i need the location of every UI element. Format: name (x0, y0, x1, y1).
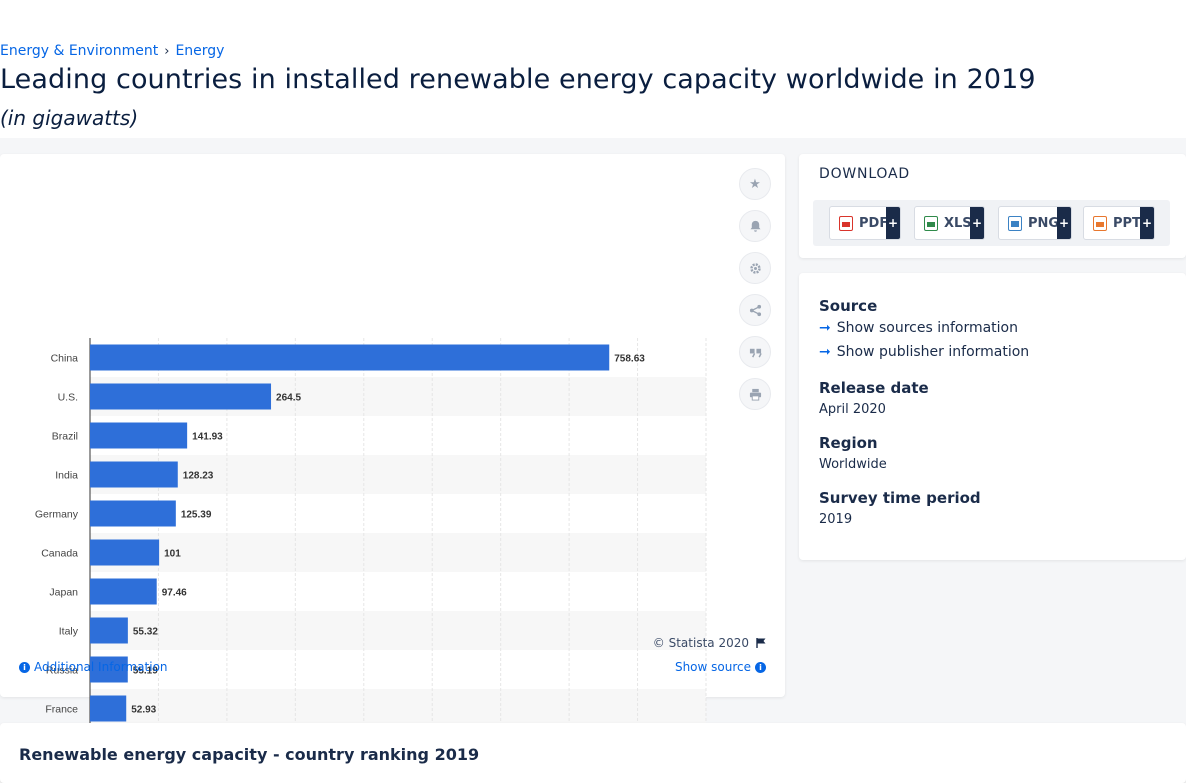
value-label: 97.46 (162, 588, 187, 599)
page-title: Leading countries in installed renewable… (0, 64, 1036, 95)
show-publisher-label: Show publisher information (836, 344, 1030, 360)
bar-brazil (90, 422, 188, 449)
ppt-file-icon (1093, 215, 1107, 231)
copyright-text: © Statista 2020 (652, 636, 749, 650)
row-band (90, 533, 706, 572)
row-band (90, 455, 706, 494)
info-icon: i (19, 661, 30, 673)
row-band (90, 611, 706, 650)
value-label: 101 (164, 549, 181, 560)
source-label: Source (819, 297, 878, 315)
bar-india (90, 461, 178, 488)
download-ppt-label: PPT (1113, 215, 1141, 231)
category-label: U.S. (58, 392, 78, 404)
download-ppt-button[interactable]: PPT + (1083, 206, 1155, 240)
xls-file-icon (924, 215, 938, 231)
bar-france (90, 695, 127, 722)
related-card: Renewable energy capacity - country rank… (0, 723, 1186, 783)
arrow-right-icon: ➞ (819, 320, 831, 336)
bell-icon[interactable] (739, 210, 771, 242)
bar-japan (90, 578, 157, 605)
category-label: France (45, 704, 78, 716)
bar-chart: 0100200300400500600700800900China758.63U… (35, 338, 715, 767)
release-date-value: April 2020 (819, 402, 886, 417)
plus-icon: + (1057, 207, 1071, 239)
bar-germany (90, 500, 176, 527)
related-title: Renewable energy capacity - country rank… (19, 745, 480, 764)
release-date-label: Release date (819, 379, 929, 397)
value-label: 125.39 (181, 510, 212, 521)
statistic-details-card: Source ➞ Show sources information ➞ Show… (799, 273, 1186, 560)
info-icon: i (755, 661, 766, 673)
chart-tools: ★ (739, 168, 771, 410)
download-pdf-button[interactable]: PDF + (829, 206, 901, 240)
category-label: India (55, 470, 78, 482)
download-png-button[interactable]: PNG + (998, 206, 1072, 240)
survey-period-value: 2019 (819, 512, 853, 527)
value-label: 141.93 (192, 432, 223, 443)
print-icon[interactable] (739, 378, 771, 410)
category-label: Germany (35, 509, 79, 521)
download-buttons: PDF + XLS + PNG + PPT + (813, 200, 1170, 246)
category-label: Russia (46, 665, 78, 677)
flag-icon[interactable] (755, 637, 767, 649)
copyright: © Statista 2020 (653, 636, 767, 650)
value-label: 52.93 (131, 705, 156, 716)
bar-canada (90, 539, 160, 566)
plus-icon: + (970, 207, 984, 239)
value-label: 55.19 (133, 666, 158, 677)
category-label: Japan (49, 587, 78, 599)
row-band (90, 689, 706, 728)
breadcrumb-item-energy[interactable]: Energy (175, 43, 225, 59)
chart-card: 0100200300400500600700800900China758.63U… (0, 154, 785, 767)
bar-china (90, 344, 610, 371)
download-card: DOWNLOAD PDF + XLS + PNG + PPT + (799, 154, 1186, 258)
download-xls-button[interactable]: XLS + (914, 206, 985, 240)
bar-russia (90, 656, 128, 683)
bar-italy (90, 617, 128, 644)
download-png-label: PNG (1028, 215, 1060, 231)
category-label: Italy (59, 626, 79, 638)
bar-us (90, 383, 272, 410)
value-label: 128.23 (183, 471, 214, 482)
category-label: Canada (41, 548, 78, 560)
gear-icon[interactable] (739, 252, 771, 284)
value-label: 264.5 (276, 393, 301, 404)
page-subtitle: (in gigawatts) (0, 106, 139, 130)
additional-information-label: Additional Information (34, 660, 168, 674)
show-publisher-link[interactable]: ➞ Show publisher information (819, 344, 1029, 360)
plus-icon: + (886, 207, 900, 239)
star-icon[interactable]: ★ (739, 168, 771, 200)
breadcrumb-separator: › (164, 43, 170, 59)
download-pdf-label: PDF (859, 215, 889, 231)
download-xls-label: XLS (944, 215, 972, 231)
category-label: China (51, 353, 79, 365)
category-label: Brazil (52, 431, 78, 443)
arrow-right-icon: ➞ (819, 344, 831, 360)
region-value: Worldwide (819, 457, 887, 472)
download-title: DOWNLOAD (819, 166, 910, 182)
survey-period-label: Survey time period (819, 489, 981, 507)
breadcrumb-item-energy-environment[interactable]: Energy & Environment (0, 43, 159, 59)
pdf-file-icon (839, 215, 853, 231)
quote-icon[interactable] (739, 336, 771, 368)
show-sources-link[interactable]: ➞ Show sources information (819, 320, 1018, 336)
show-source-link[interactable]: Show source i (675, 660, 766, 674)
plus-icon: + (1140, 207, 1154, 239)
value-label: 758.63 (614, 354, 645, 365)
show-sources-label: Show sources information (836, 320, 1018, 336)
png-file-icon (1008, 215, 1022, 231)
share-icon[interactable] (739, 294, 771, 326)
breadcrumb: Energy & Environment › Energy (0, 43, 224, 59)
value-label: 55.32 (133, 627, 158, 638)
additional-information-link[interactable]: i Additional Information (19, 660, 168, 674)
show-source-label: Show source (674, 660, 751, 674)
region-label: Region (819, 434, 878, 452)
